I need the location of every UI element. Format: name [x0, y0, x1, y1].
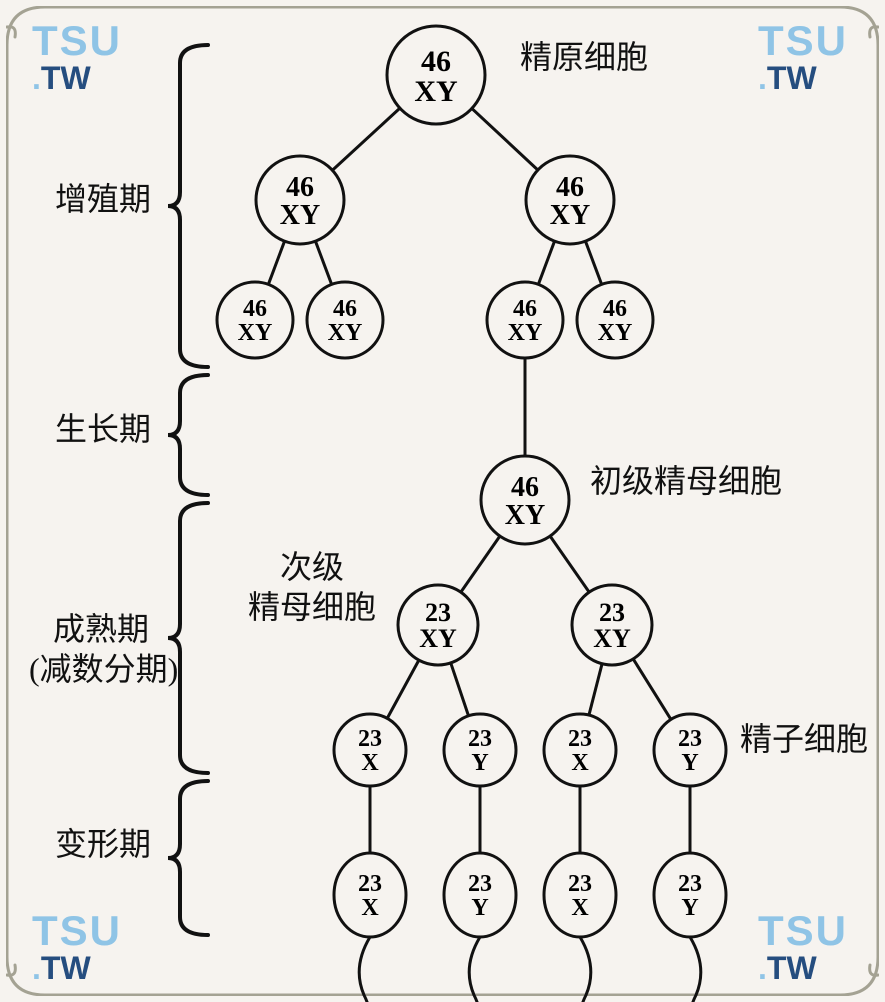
- cell-chrom-type: Y: [471, 750, 488, 776]
- watermark-l2: .TW: [758, 62, 848, 94]
- cell-chrom-type: Y: [681, 750, 698, 776]
- cell-chrom-type: XY: [414, 75, 458, 108]
- cell-node: 46XY: [577, 282, 653, 358]
- cell-node: 23XY: [572, 585, 652, 665]
- phase-bracket: [168, 375, 208, 495]
- watermark-l2: .TW: [758, 952, 848, 984]
- edge: [451, 663, 469, 716]
- cell-node: 23XY: [398, 585, 478, 665]
- cell-chrom-count: 46: [333, 296, 357, 322]
- edge: [268, 241, 284, 284]
- cell-chrom-count: 23: [358, 871, 382, 897]
- watermark-l1: TSU: [758, 910, 848, 952]
- cell-chrom-type: XY: [505, 500, 545, 531]
- cell-chrom-type: X: [361, 750, 379, 776]
- cell-node: 23X: [334, 714, 406, 786]
- watermark: TSU.TW: [32, 20, 122, 94]
- edge: [550, 536, 589, 592]
- cell-chrom-count: 46: [556, 172, 584, 203]
- cell-node: 46XY: [487, 282, 563, 358]
- cell-chrom-count: 23: [568, 871, 592, 897]
- cell-node: 46XY: [481, 456, 569, 544]
- cell-chrom-count: 46: [243, 296, 267, 322]
- phase-label: 增殖期: [55, 181, 151, 217]
- diagram-svg: 增殖期生长期成熟期(减数分期)变形期46XY46XY46XY46XY46XY46…: [0, 0, 885, 1002]
- edge: [589, 664, 602, 715]
- annotation-label: 次级: [280, 549, 344, 585]
- cell-chrom-count: 23: [425, 598, 451, 627]
- cell-node: 23X: [544, 714, 616, 786]
- cell-chrom-count: 23: [599, 598, 625, 627]
- phase-label: (减数分期): [29, 651, 178, 687]
- cell-chrom-type: XY: [550, 200, 590, 231]
- annotation-label: 精原细胞: [520, 39, 648, 75]
- phase-bracket: [168, 503, 208, 773]
- watermark: TSU.TW: [32, 910, 122, 984]
- cell-node: 46XY: [307, 282, 383, 358]
- cell-node: 46XY: [217, 282, 293, 358]
- cell-node: 23Y: [444, 714, 516, 786]
- edge: [332, 108, 400, 170]
- cell-chrom-count: 46: [421, 45, 451, 78]
- sperm-cell: 23X: [544, 853, 616, 1002]
- cell-chrom-type: XY: [593, 624, 631, 653]
- phase-label: 成熟期: [53, 611, 149, 647]
- cell-chrom-count: 23: [468, 871, 492, 897]
- sperm-cell: 23Y: [444, 853, 516, 1002]
- watermark: TSU.TW: [758, 20, 848, 94]
- cell-chrom-type: X: [571, 750, 589, 776]
- cell-chrom-count: 46: [511, 472, 539, 503]
- cell-node: 46XY: [387, 26, 485, 124]
- cell-chrom-type: XY: [280, 200, 320, 231]
- sperm-cell: 23X: [334, 853, 406, 1002]
- edge: [633, 659, 671, 720]
- sperm-tail: [469, 937, 480, 1002]
- cell-chrom-type: XY: [508, 320, 543, 346]
- sperm-tail: [359, 937, 370, 1002]
- cell-chrom-type: XY: [419, 624, 457, 653]
- watermark-l1: TSU: [758, 20, 848, 62]
- edge: [387, 660, 419, 718]
- phase-bracket: [168, 781, 208, 935]
- edge: [538, 241, 554, 284]
- watermark: TSU.TW: [758, 910, 848, 984]
- cell-node: 46XY: [256, 156, 344, 244]
- cell-node: 46XY: [526, 156, 614, 244]
- annotation-label: 初级精母细胞: [590, 463, 782, 499]
- cell-chrom-type: XY: [238, 320, 273, 346]
- watermark-l2: .TW: [32, 62, 122, 94]
- edge: [461, 536, 500, 592]
- cell-chrom-count: 23: [468, 726, 492, 752]
- cell-chrom-type: XY: [328, 320, 363, 346]
- phase-bracket: [168, 45, 208, 367]
- sperm-cell: 23Y: [654, 853, 726, 1002]
- cell-chrom-type: Y: [471, 895, 488, 921]
- cell-chrom-count: 23: [678, 726, 702, 752]
- cell-chrom-count: 46: [603, 296, 627, 322]
- cell-chrom-count: 46: [513, 296, 537, 322]
- cell-chrom-type: X: [571, 895, 589, 921]
- annotation-label: 精子细胞: [740, 721, 868, 757]
- phase-label: 生长期: [55, 411, 151, 447]
- edge: [472, 108, 538, 170]
- cell-chrom-count: 23: [568, 726, 592, 752]
- cell-chrom-type: XY: [598, 320, 633, 346]
- cell-chrom-count: 23: [678, 871, 702, 897]
- watermark-l1: TSU: [32, 910, 122, 952]
- annotation-label: 精母细胞: [248, 589, 376, 625]
- watermark-l1: TSU: [32, 20, 122, 62]
- phase-label: 变形期: [55, 826, 151, 862]
- cell-chrom-type: Y: [681, 895, 698, 921]
- watermark-l2: .TW: [32, 952, 122, 984]
- edge: [315, 241, 331, 284]
- cell-node: 23Y: [654, 714, 726, 786]
- sperm-tail: [690, 937, 701, 1002]
- cell-chrom-count: 46: [286, 172, 314, 203]
- sperm-tail: [580, 937, 591, 1002]
- cell-chrom-count: 23: [358, 726, 382, 752]
- cell-chrom-type: X: [361, 895, 379, 921]
- edge: [585, 241, 601, 284]
